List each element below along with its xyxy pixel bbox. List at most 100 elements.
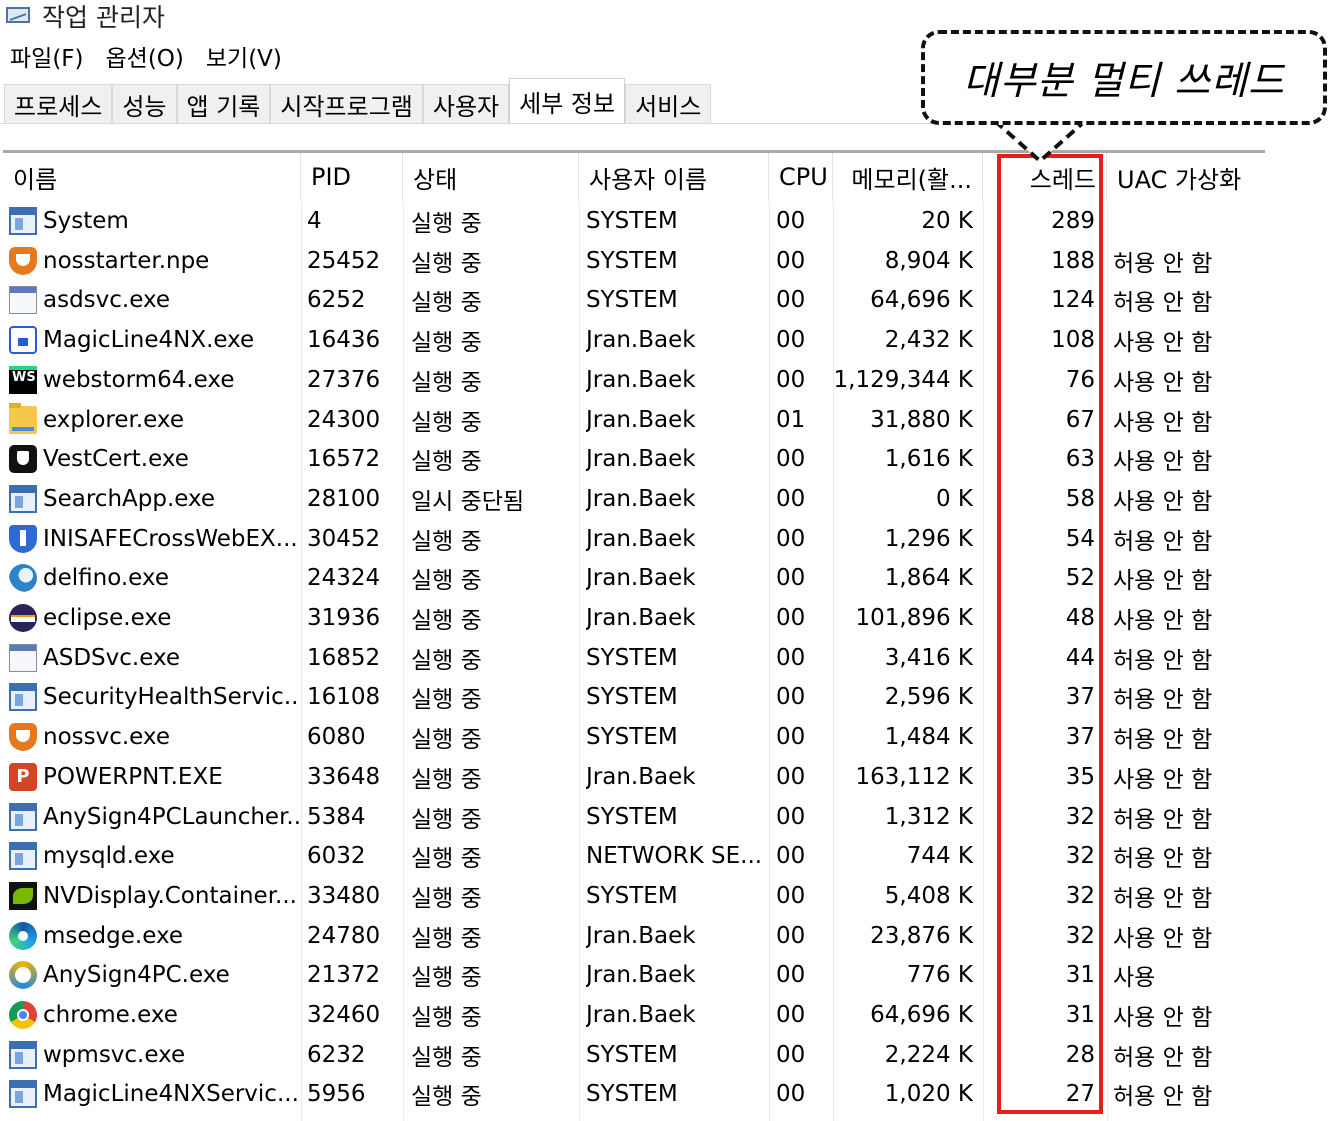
table-row[interactable]: delfino.exe 24324 실행 중 Jran.Baek 00 1,864 K 52… (3, 558, 1265, 598)
process-name-cell: mysqld.exe (9, 836, 299, 876)
uac-cell: 허용 안 함 (1113, 885, 1213, 912)
cpu-cell: 00 (776, 485, 806, 512)
user-cell: Jran.Baek (586, 1002, 696, 1028)
user-cell: SYSTEM (586, 247, 678, 274)
memory-cell: 776 K (906, 962, 973, 989)
tab-processes[interactable]: 프로세스 (4, 84, 113, 124)
process-name-cell: nossvc.exe (9, 717, 299, 757)
table-row[interactable]: SecurityHealthServic... 16108 실행 중 SYSTEM 00… (3, 677, 1265, 717)
table-row[interactable]: asdsvc.exe 6252 실행 중 SYSTEM 00 64,696 K 124 허용 … (3, 280, 1265, 320)
edge-icon (9, 921, 37, 950)
tab-services[interactable]: 서비스 (625, 84, 712, 124)
process-name-cell: AnySign4PC.exe (9, 955, 299, 995)
pid-cell: 24300 (307, 406, 381, 433)
threads-cell: 37 (1065, 724, 1095, 751)
window-title: 작업 관리자 (42, 3, 165, 32)
window-icon (9, 1080, 37, 1109)
window-icon (9, 1040, 37, 1069)
process-name-cell: INISAFECrossWebEX... (9, 519, 299, 559)
table-row[interactable]: msedge.exe 24780 실행 중 Jran.Baek 00 23,876 K 32… (3, 916, 1265, 956)
title-bar: 작업 관리자 (0, 0, 900, 32)
process-name-cell: VestCert.exe (9, 439, 299, 479)
menu-file[interactable]: 파일(F) (10, 46, 84, 72)
table-row[interactable]: INISAFECrossWebEX... 30452 실행 중 Jran.Baek 00… (3, 519, 1265, 559)
cpu-cell: 00 (776, 327, 806, 354)
process-name-cell: msedge.exe (9, 916, 299, 956)
user-cell: SYSTEM (586, 882, 678, 909)
memory-cell: 8,904 K (884, 247, 973, 274)
process-name-cell: P POWERPNT.EXE (9, 757, 299, 797)
eclipse-icon (9, 604, 37, 632)
column-header-threads[interactable]: 스레드 (983, 153, 1107, 201)
table-row[interactable]: explorer.exe 24300 실행 중 Jran.Baek 01 31,880 K… (3, 400, 1265, 440)
table-row[interactable]: nosstarter.npe 25452 실행 중 SYSTEM 00 8,904 K 18… (3, 241, 1265, 281)
pid-cell: 30452 (307, 525, 381, 552)
column-divider (301, 201, 302, 1121)
uac-cell: 허용 안 함 (1113, 647, 1213, 674)
column-header-memory[interactable]: 메모리(활... (833, 153, 983, 201)
tab-performance[interactable]: 성능 (112, 84, 177, 124)
cpu-cell: 00 (776, 882, 806, 909)
threads-cell: 32 (1065, 922, 1095, 949)
process-name: explorer.exe (43, 406, 184, 433)
table-row[interactable]: eclipse.exe 31936 실행 중 Jran.Baek 00 101,896 K… (3, 598, 1265, 638)
process-name: VestCert.exe (43, 446, 189, 473)
process-name-cell: asdsvc.exe (9, 280, 299, 320)
status-cell: 실행 중 (411, 211, 482, 237)
pid-cell: 5956 (307, 1081, 366, 1108)
tab-app-history[interactable]: 앱 기록 (176, 84, 271, 124)
table-row[interactable]: NVDisplay.Container.... 33480 실행 중 SYSTEM 00… (3, 876, 1265, 916)
table-row[interactable]: WS webstorm64.exe 27376 실행 중 Jran.Baek 00 1,12… (3, 360, 1265, 400)
menu-options[interactable]: 옵션(O) (105, 46, 184, 72)
table-row[interactable]: AnySign4PCLauncher... 5384 실행 중 SYSTEM 00 1,3… (3, 797, 1265, 837)
tab-startup[interactable]: 시작프로그램 (270, 84, 423, 124)
table-row[interactable]: AnySign4PC.exe 21372 실행 중 Jran.Baek 00 776 K 3… (3, 955, 1265, 995)
table-row[interactable]: SearchApp.exe 28100 일시 중단됨 Jran.Baek 00 0 K 58… (3, 479, 1265, 519)
cpu-cell: 00 (776, 1041, 806, 1068)
vest-icon (9, 445, 37, 474)
table-row[interactable]: System 4 실행 중 SYSTEM 00 20 K 289 (3, 201, 1265, 241)
threads-cell: 32 (1065, 882, 1095, 909)
table-row[interactable]: VestCert.exe 16572 실행 중 Jran.Baek 00 1,616 K 6… (3, 439, 1265, 479)
uac-cell (1113, 201, 1263, 241)
table-row[interactable]: nossvc.exe 6080 실행 중 SYSTEM 00 1,484 K 37 허용 안 … (3, 717, 1265, 757)
table-row[interactable]: MagicLine4NX.exe 16436 실행 중 Jran.Baek 00 2,43… (3, 320, 1265, 360)
cpu-cell: 00 (776, 763, 806, 790)
user-cell: SYSTEM (586, 644, 678, 671)
table-row[interactable]: mysqld.exe 6032 실행 중 NETWORK SE... 00 744 K 32… (3, 836, 1265, 876)
threads-cell: 76 (1065, 366, 1095, 393)
column-header-status[interactable]: 상태 (403, 153, 579, 201)
table-row[interactable]: wpmsvc.exe 6232 실행 중 SYSTEM 00 2,224 K 28 허용 안 … (3, 1035, 1265, 1075)
column-header-cpu[interactable]: CPU (769, 153, 833, 201)
memory-cell: 2,432 K (884, 327, 973, 354)
tab-details[interactable]: 세부 정보 (509, 78, 626, 124)
tab-divider (0, 123, 1265, 124)
menu-view[interactable]: 보기(V) (205, 46, 282, 72)
user-cell: SYSTEM (586, 208, 678, 234)
memory-cell: 1,129,344 K (835, 366, 973, 393)
memory-cell: 20 K (921, 208, 973, 234)
pid-cell: 24780 (307, 922, 381, 949)
tab-users[interactable]: 사용자 (422, 84, 510, 124)
process-name-cell: SecurityHealthServic... (9, 677, 299, 717)
lock-icon (9, 326, 37, 355)
table-row[interactable]: P POWERPNT.EXE 33648 실행 중 Jran.Baek 00 163,112… (3, 757, 1265, 797)
table-row[interactable]: MagicLine4NXServic... 5956 실행 중 SYSTEM 00 1,0… (3, 1074, 1265, 1114)
column-header-uac[interactable]: UAC 가상화 (1117, 165, 1242, 194)
pid-cell: 28100 (307, 485, 381, 512)
table-row[interactable]: ASDSvc.exe 16852 실행 중 SYSTEM 00 3,416 K 44 허용 안… (3, 638, 1265, 678)
uac-cell: 허용 안 함 (1113, 806, 1213, 833)
process-name-cell: NVDisplay.Container.... (9, 876, 299, 916)
process-name: MagicLine4NX.exe (43, 327, 255, 354)
column-header-pid[interactable]: PID (301, 153, 403, 201)
window-icon (9, 207, 37, 235)
pid-cell: 6252 (307, 287, 366, 314)
process-name-cell: WS webstorm64.exe (9, 360, 299, 400)
uac-cell: 사용 안 함 (1113, 608, 1213, 634)
cpu-cell: 00 (776, 1002, 806, 1028)
column-header-name[interactable]: 이름 (3, 153, 301, 201)
table-row[interactable]: chrome.exe 32460 실행 중 Jran.Baek 00 64,696 K 31… (3, 995, 1265, 1035)
column-header-user[interactable]: 사용자 이름 (579, 153, 769, 201)
user-cell: Jran.Baek (586, 763, 696, 790)
cpu-cell: 00 (776, 208, 806, 234)
